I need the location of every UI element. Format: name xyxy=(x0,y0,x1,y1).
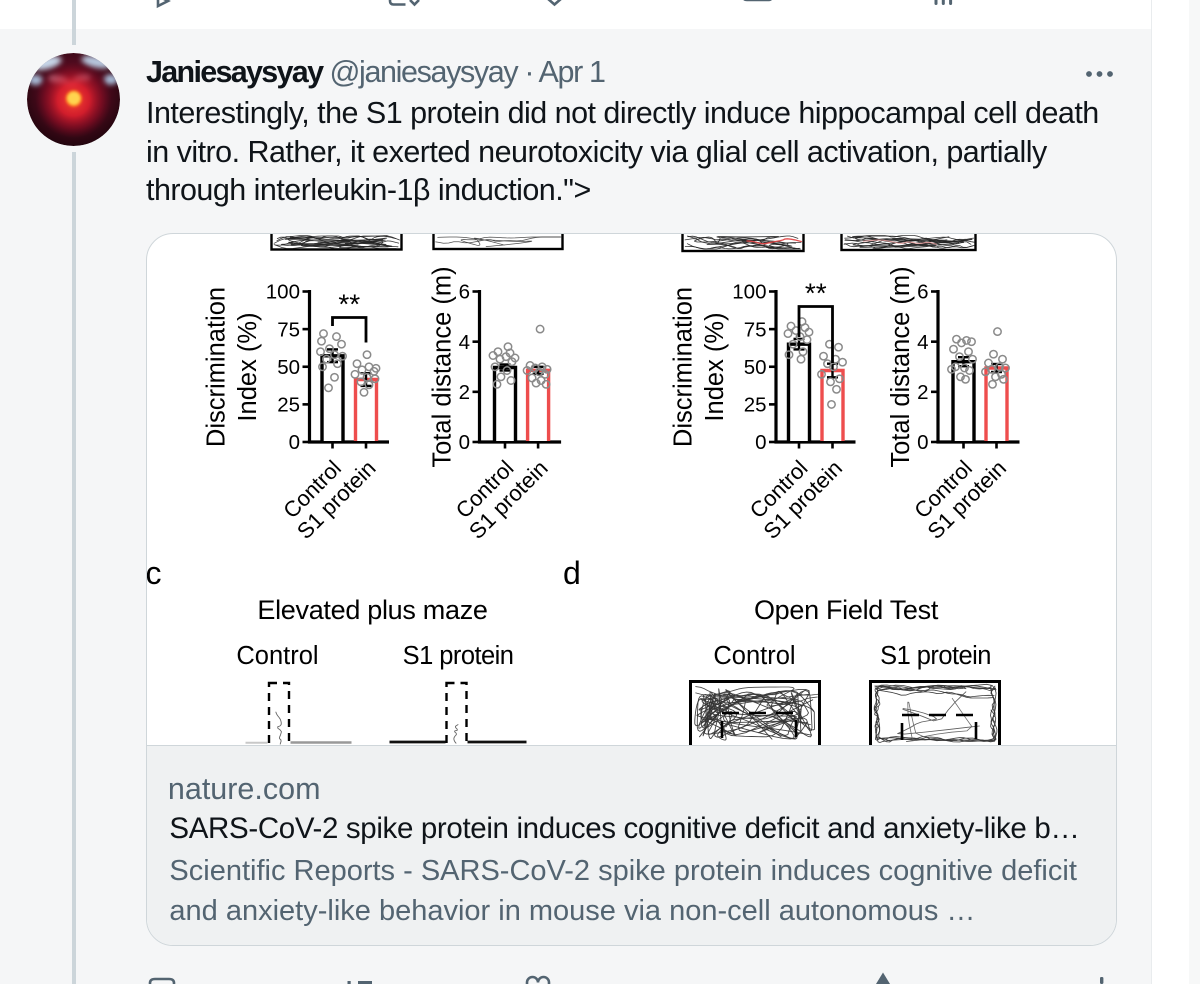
svg-text:25: 25 xyxy=(277,394,300,417)
svg-text:Control: Control xyxy=(236,642,318,670)
svg-text:50: 50 xyxy=(277,356,300,379)
svg-text:2: 2 xyxy=(917,381,928,404)
svg-text:**: ** xyxy=(805,278,827,309)
svg-text:4: 4 xyxy=(917,331,928,354)
svg-text:75: 75 xyxy=(744,319,767,342)
svg-text:6: 6 xyxy=(917,281,928,304)
svg-text:100: 100 xyxy=(266,281,300,304)
svg-text:S1 protein: S1 protein xyxy=(403,642,514,670)
svg-text:Index (%): Index (%) xyxy=(701,313,729,422)
svg-text:100: 100 xyxy=(732,281,766,304)
svg-text:Elevated plus maze: Elevated plus maze xyxy=(257,595,487,625)
svg-text:Index (%): Index (%) xyxy=(234,313,262,422)
svg-text:Open Field Test: Open Field Test xyxy=(754,595,939,625)
svg-text:0: 0 xyxy=(459,432,470,455)
svg-text:Discrimination: Discrimination xyxy=(669,287,697,447)
svg-text:6: 6 xyxy=(459,281,470,304)
svg-text:4: 4 xyxy=(459,331,470,354)
svg-text:0: 0 xyxy=(755,432,766,455)
svg-text:Control: Control xyxy=(713,642,795,670)
svg-text:75: 75 xyxy=(277,319,300,342)
svg-text:Total distance (m): Total distance (m) xyxy=(428,267,456,468)
svg-text:d: d xyxy=(563,555,581,591)
svg-text:2: 2 xyxy=(459,381,470,404)
svg-text:25: 25 xyxy=(744,394,767,417)
svg-text:c: c xyxy=(146,555,162,591)
svg-text:50: 50 xyxy=(744,356,767,379)
svg-text:**: ** xyxy=(338,289,360,320)
svg-text:S1 protein: S1 protein xyxy=(880,642,991,670)
svg-text:0: 0 xyxy=(289,432,300,455)
svg-text:Total distance (m): Total distance (m) xyxy=(887,267,915,468)
svg-text:0: 0 xyxy=(917,432,928,455)
svg-text:Discrimination: Discrimination xyxy=(202,287,230,447)
